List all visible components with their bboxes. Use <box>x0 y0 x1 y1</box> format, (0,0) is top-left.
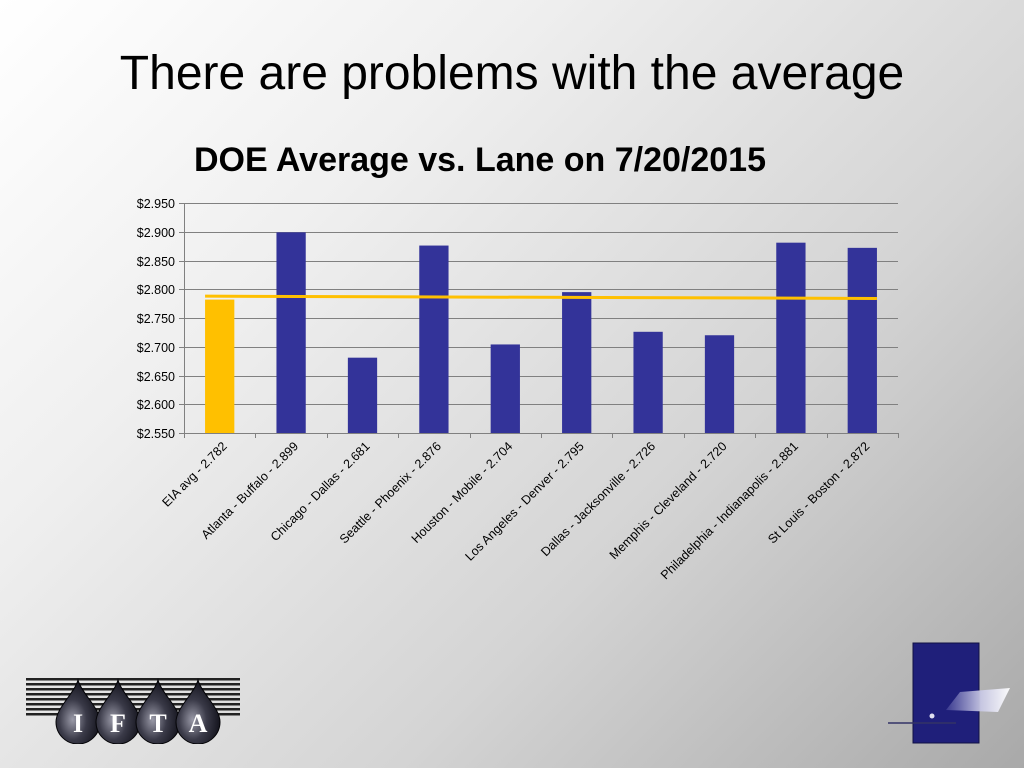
logo-droplet-icon: F <box>95 678 141 744</box>
logo-wing <box>946 688 1010 712</box>
bar-lane <box>633 331 663 433</box>
slide-title: There are problems with the average <box>119 47 905 100</box>
logo-letter: A <box>189 709 208 738</box>
logo-letter: I <box>73 709 83 738</box>
y-tick-label: $2.950 <box>137 197 175 211</box>
bar-lane <box>490 344 520 433</box>
y-tick-label: $2.750 <box>137 312 175 326</box>
logo-droplet-icon: T <box>135 678 181 744</box>
droplet-shape <box>55 678 101 744</box>
bar-lane <box>847 247 877 433</box>
bar-lane <box>419 245 449 433</box>
bar-lane <box>776 242 806 433</box>
average-reference-line <box>205 294 877 300</box>
droplet-shape <box>95 678 141 744</box>
x-category-label: Philadelphia - Indianapolis - 2.881 <box>658 439 801 582</box>
x-category-label: Los Angeles - Denver - 2.795 <box>462 439 586 563</box>
logo-droplet-icon: A <box>175 678 221 744</box>
bar-lane <box>276 232 306 433</box>
chart-average-line <box>205 294 877 300</box>
y-axis-tick-labels: $2.550 $2.600 $2.650 $2.700 $2.750 $2.800 $2.8… <box>137 197 175 441</box>
y-tick-label: $2.550 <box>137 427 175 441</box>
bar-eia-average <box>205 299 235 433</box>
y-tick-label: $2.800 <box>137 283 175 297</box>
bar-lane <box>562 292 592 433</box>
chart-axes <box>179 203 899 438</box>
corner-wing-logo <box>888 642 1010 744</box>
x-category-label: Memphis - Cleveland - 2.720 <box>607 439 730 562</box>
bar-lane <box>347 357 378 433</box>
bar-lane <box>704 335 735 433</box>
bar-chart: $2.550 $2.600 $2.650 $2.700 $2.750 $2.800 $2.8… <box>137 197 899 582</box>
x-category-label: EIA avg - 2.782 <box>159 439 229 509</box>
y-tick-label: $2.700 <box>137 341 175 355</box>
y-tick-label: $2.650 <box>137 370 175 384</box>
chart-title: DOE Average vs. Lane on 7/20/2015 <box>194 141 766 179</box>
chart-bars <box>205 232 877 433</box>
logo-letter: F <box>110 709 126 738</box>
logo-letter: T <box>149 709 166 738</box>
y-tick-label: $2.850 <box>137 255 175 269</box>
droplet-shape <box>135 678 181 744</box>
logo-droplet-icon: I <box>55 678 101 744</box>
logo-dot <box>929 713 935 719</box>
droplet-shape <box>175 678 221 744</box>
x-category-label: Dallas - Jacksonville - 2.726 <box>538 439 658 559</box>
y-tick-label: $2.600 <box>137 398 175 412</box>
y-tick-label: $2.900 <box>137 226 175 240</box>
